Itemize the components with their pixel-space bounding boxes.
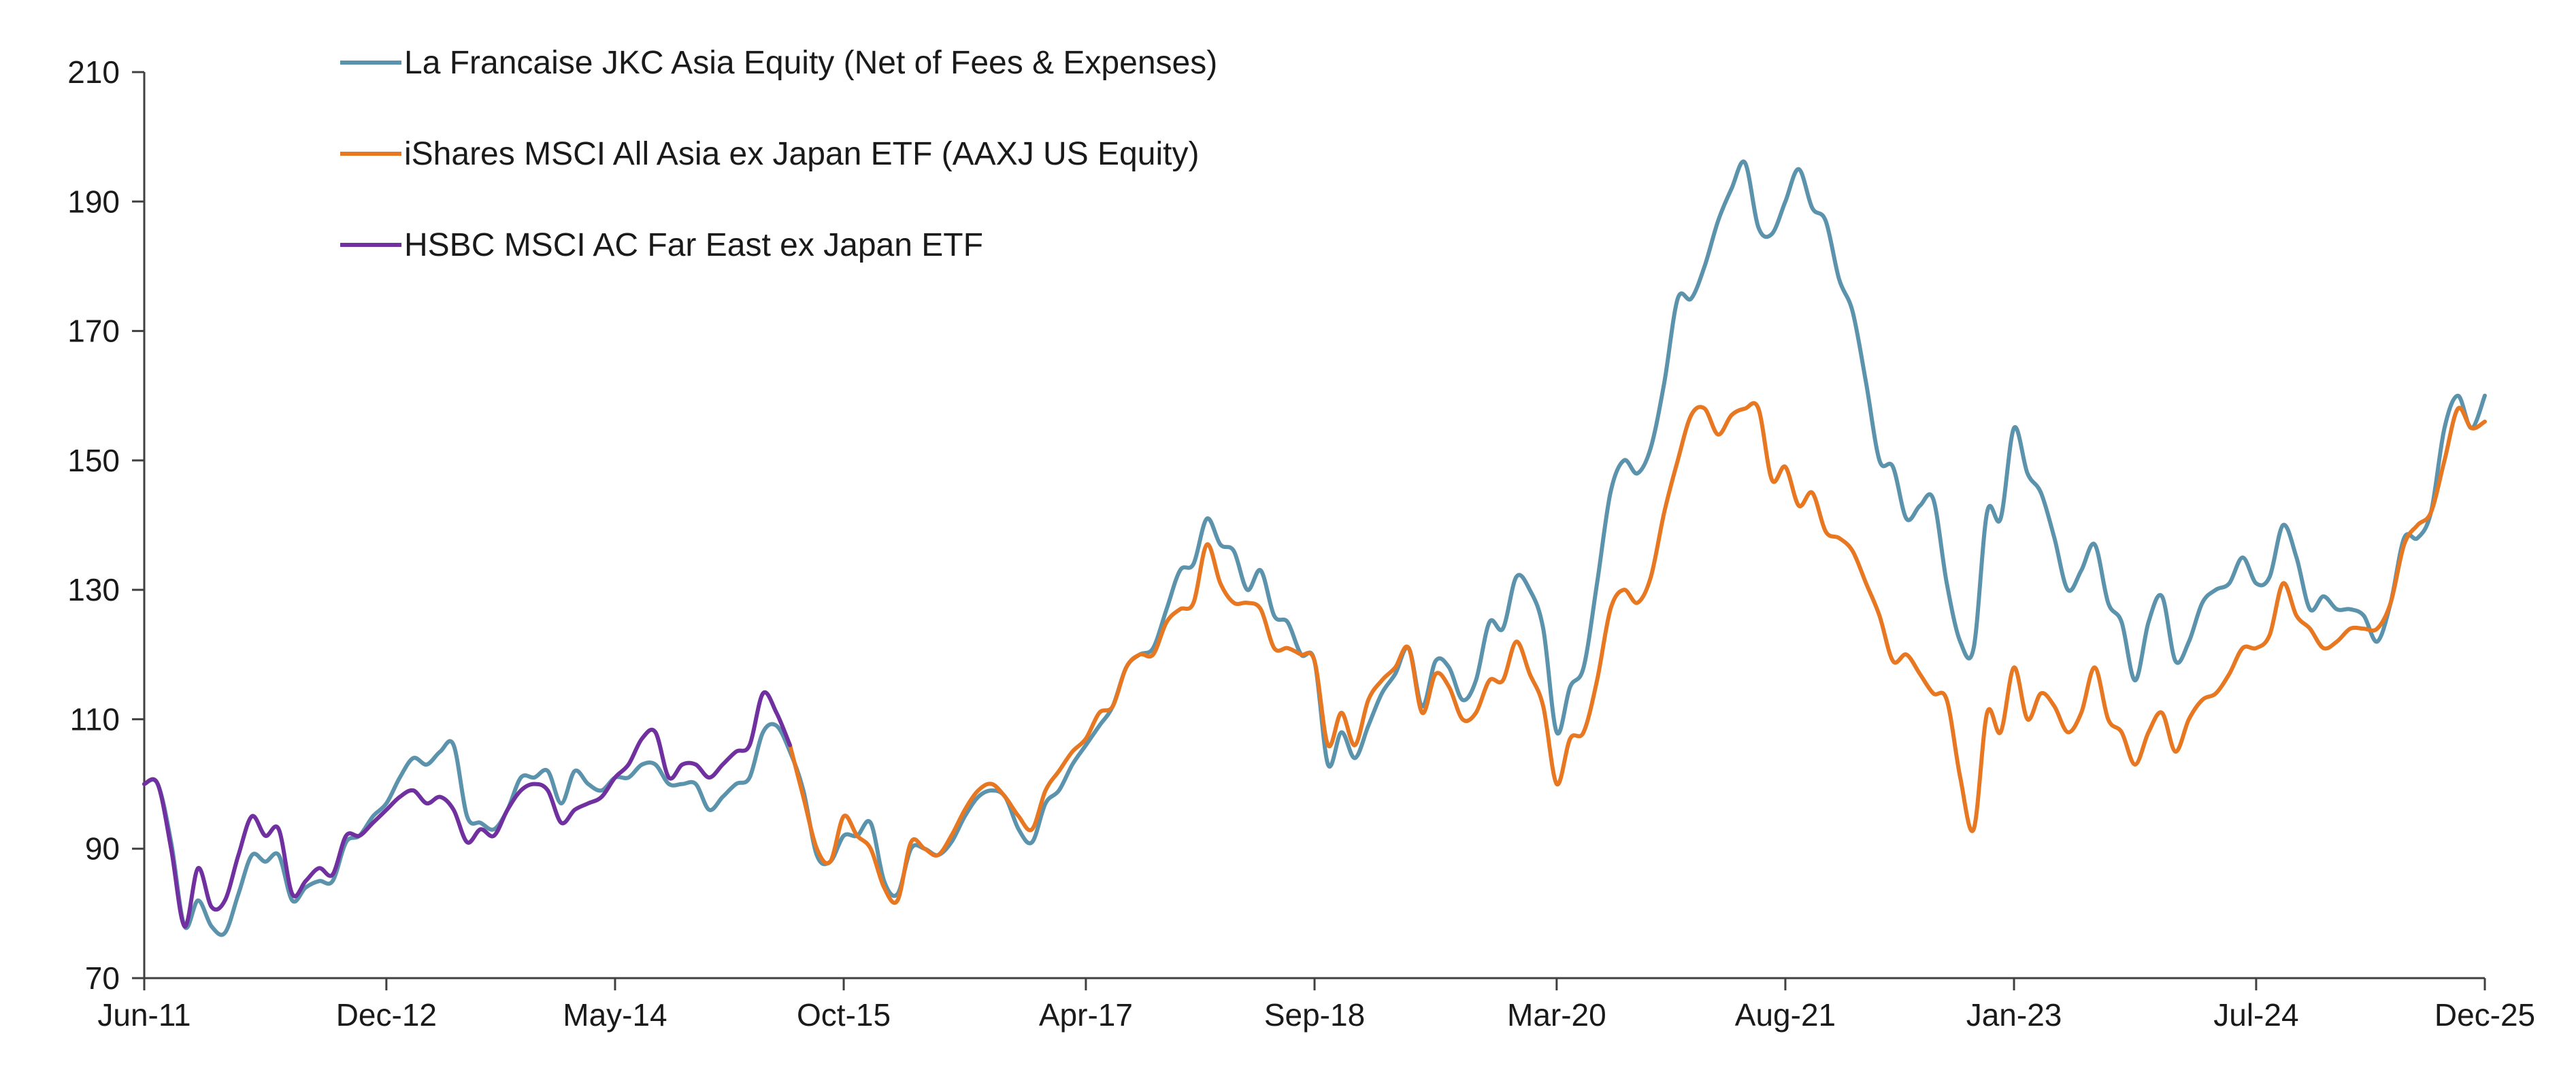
y-axis: 70 90 110 130 150 170 190 210 [67,54,146,996]
legend-label: HSBC MSCI AC Far East ex Japan ETF [404,227,983,263]
x-tick-label: Dec-25 [2434,997,2535,1033]
x-tick-label: Jul-24 [2213,997,2298,1033]
series-line-la-francaise [142,159,2487,937]
y-tick-label: 130 [67,572,120,607]
series-group [142,159,2487,937]
y-tick-label: 70 [85,960,120,996]
legend-item: iShares MSCI All Asia ex Japan ETF (AAXJ… [340,136,1199,172]
y-tick-label: 110 [70,701,120,737]
x-tick-label: May-14 [563,997,667,1033]
x-tick-label: Oct-15 [797,997,891,1033]
y-tick-label: 190 [67,184,120,219]
x-tick-label: Mar-20 [1507,997,1606,1033]
legend-item: HSBC MSCI AC Far East ex Japan ETF [340,227,983,263]
y-tick-label: 150 [67,443,120,478]
legend-item: La Francaise JKC Asia Equity (Net of Fee… [340,45,1217,81]
x-tick-label: Dec-12 [336,997,437,1033]
series-line-ishares [788,401,2487,905]
legend-label: iShares MSCI All Asia ex Japan ETF (AAXJ… [404,136,1199,172]
y-tick-label: 210 [67,54,120,90]
y-tick-label: 90 [85,831,120,867]
series-line-hsbc [142,690,792,928]
x-axis: Jun-11 Dec-12 May-14 Oct-15 Apr-17 Sep-18 Mar-… [97,977,2535,1033]
x-tick-label: Sep-18 [1264,997,1365,1033]
x-tick-label: Aug-21 [1735,997,1836,1033]
x-tick-label: Jun-11 [97,997,191,1033]
y-tick-label: 170 [67,314,120,349]
legend: La Francaise JKC Asia Equity (Net of Fee… [340,45,1217,263]
x-tick-label: Apr-17 [1039,997,1133,1033]
x-tick-label: Jan-23 [1966,997,2062,1033]
legend-label: La Francaise JKC Asia Equity (Net of Fee… [404,45,1217,81]
